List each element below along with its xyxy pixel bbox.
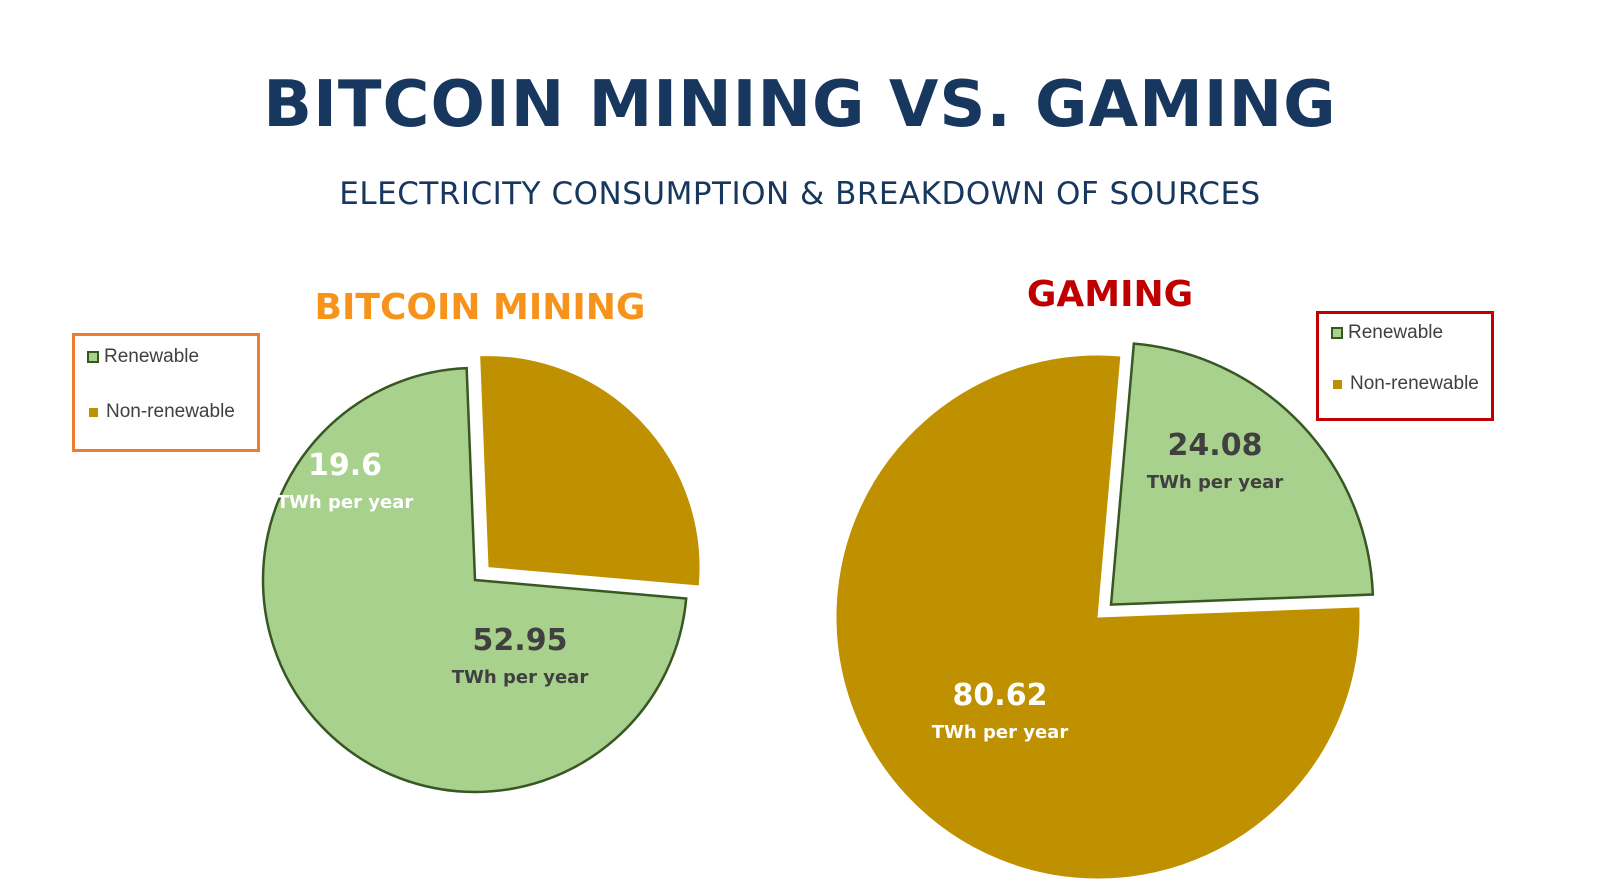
renewable-swatch-icon [1331, 327, 1343, 339]
legend-item-renewable: Renewable [87, 346, 199, 368]
legend-item-non-renewable: Non-renewable [1331, 373, 1479, 395]
slice-value-label: 52.95 [473, 623, 568, 658]
slice-unit-label: TWh per year [452, 667, 589, 688]
renewable-swatch-icon [87, 351, 99, 363]
slice-value-label: 80.62 [953, 678, 1048, 713]
legend-item-non-renewable: Non-renewable [87, 401, 235, 423]
bitcoin-chart-title: BITCOIN MINING [314, 287, 646, 328]
gaming-legend: Renewable Non-renewable [1316, 311, 1494, 421]
legend-label: Non-renewable [106, 401, 235, 422]
non-renewable-slice [835, 354, 1361, 880]
legend-label: Non-renewable [1350, 373, 1479, 394]
legend-item-renewable: Renewable [1331, 322, 1443, 344]
slice-unit-label: TWh per year [932, 722, 1069, 743]
legend-label: Renewable [104, 346, 200, 367]
legend-label: Renewable [1348, 322, 1444, 343]
slice-value-label: 24.08 [1168, 428, 1263, 463]
slice-unit-label: TWh per year [277, 492, 414, 513]
non-renewable-slice [479, 355, 701, 587]
renewable-slice [261, 366, 688, 794]
slice-unit-label: TWh per year [1147, 472, 1284, 493]
page-title: BITCOIN MINING VS. GAMING [263, 68, 1337, 142]
non-renewable-swatch-icon [1333, 379, 1342, 389]
renewable-slice [1109, 342, 1375, 606]
slice-value-label: 19.6 [308, 448, 382, 483]
page-subtitle: ELECTRICITY CONSUMPTION & BREAKDOWN OF S… [339, 176, 1261, 212]
non-renewable-swatch-icon [89, 407, 98, 417]
bitcoin-legend: Renewable Non-renewable [72, 333, 260, 452]
gaming-chart-title: GAMING [1026, 274, 1194, 315]
